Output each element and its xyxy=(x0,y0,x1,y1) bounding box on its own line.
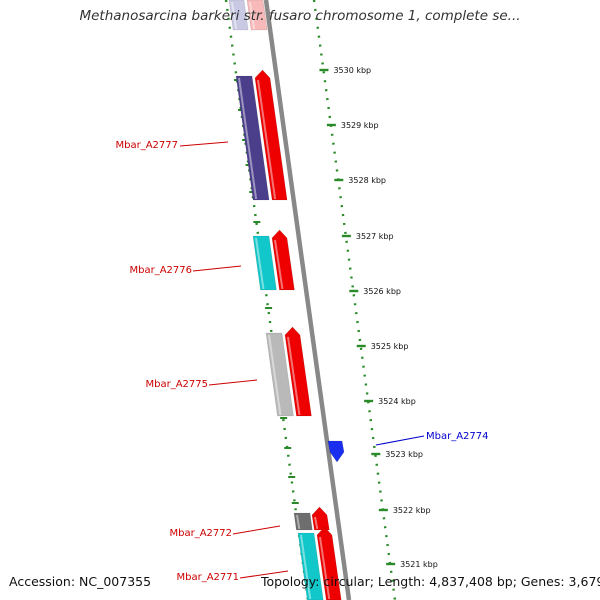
gene-label[interactable]: Mbar_A2774 xyxy=(426,431,489,442)
topology-text: Topology: circular; Length: 4,837,408 bp… xyxy=(261,574,600,589)
backbone-ring xyxy=(263,0,352,600)
bar-highlight xyxy=(255,237,265,290)
gene-bar[interactable] xyxy=(293,512,313,531)
gene-bar[interactable] xyxy=(252,235,277,291)
sequence-title: Methanosarcina barkeri str. fusaro chrom… xyxy=(79,8,521,24)
bar-highlight xyxy=(319,536,331,600)
bar-highlight xyxy=(296,514,301,530)
bar-highlight xyxy=(238,77,258,200)
scale-tick-label: 3526 kbp xyxy=(363,287,401,296)
feature-track xyxy=(228,0,345,600)
scale-tick-label: 3522 kbp xyxy=(393,506,431,515)
strand-arrow[interactable] xyxy=(316,526,342,600)
gene-label[interactable]: Mbar_A2777 xyxy=(115,140,178,151)
gene-label[interactable]: Mbar_A2771 xyxy=(176,572,239,583)
gene-bar[interactable] xyxy=(297,532,324,600)
scale-tick-label: 3527 kbp xyxy=(356,232,394,241)
scale-tick-label: 3521 kbp xyxy=(400,560,438,569)
scale-tick-label: 3529 kbp xyxy=(341,121,379,130)
gene-leader-line xyxy=(192,265,242,272)
bar-highlight xyxy=(300,534,312,600)
gene-bar-forward[interactable] xyxy=(327,440,345,463)
scale-tick-label: 3524 kbp xyxy=(378,397,416,406)
gene-bar[interactable] xyxy=(265,332,294,417)
gene-leader-line xyxy=(239,570,289,579)
bar-highlight xyxy=(314,516,319,530)
bar-highlight xyxy=(257,79,277,200)
gene-labels: Mbar_A2777 Mbar_A2776 Mbar_A2775 Mbar_A2774… xyxy=(115,140,488,583)
gene-leader-line xyxy=(179,141,229,147)
gene-leader-line xyxy=(232,525,281,535)
strand-arrow[interactable] xyxy=(284,326,312,417)
strand-arrow[interactable] xyxy=(254,69,288,201)
bar-highlight xyxy=(287,336,301,416)
scale-tick-label: 3528 kbp xyxy=(348,176,386,185)
dotted-ring-right xyxy=(312,0,397,600)
gene-label[interactable]: Mbar_A2772 xyxy=(169,528,232,539)
gene-bar[interactable] xyxy=(235,75,270,201)
scale-tick-label: 3523 kbp xyxy=(385,450,423,459)
bar-highlight xyxy=(268,334,282,416)
scale-tick-label: 3525 kbp xyxy=(371,342,409,351)
scale-ticks: 3530 kbp 3529 kbp 3528 kbp 3527 kbp 3526 kbp… xyxy=(319,66,438,569)
scale-tick-label: 3530 kbp xyxy=(333,66,371,75)
backbone-line xyxy=(263,0,352,600)
gene-leader-line xyxy=(208,379,258,386)
strand-arrow-partial[interactable] xyxy=(246,0,268,31)
bar-highlight xyxy=(249,1,256,30)
gene-bar-partial[interactable] xyxy=(228,0,249,31)
gene-leader-line xyxy=(375,435,425,446)
gene-label[interactable]: Mbar_A2776 xyxy=(129,265,192,276)
accession-text: Accession: NC_007355 xyxy=(9,574,152,589)
bar-highlight xyxy=(274,239,284,290)
strand-arrow[interactable] xyxy=(271,229,295,291)
bar-highlight xyxy=(231,1,238,30)
gene-label[interactable]: Mbar_A2775 xyxy=(145,379,208,390)
